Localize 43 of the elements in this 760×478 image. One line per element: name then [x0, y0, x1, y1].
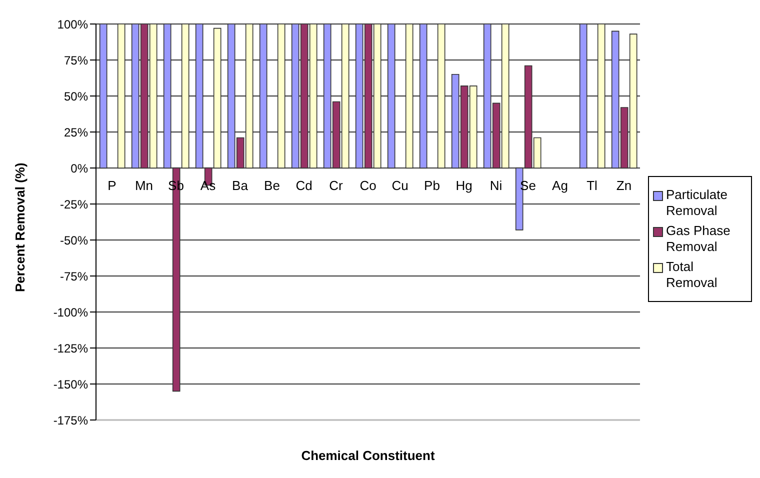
x-tick-label: Be — [264, 178, 280, 193]
bar — [387, 24, 396, 168]
bar — [437, 24, 446, 168]
y-tick-label: -175% — [53, 413, 88, 428]
x-tick-label: Sb — [168, 178, 184, 193]
y-tick-label: -75% — [60, 269, 88, 284]
x-tick-label: Cu — [392, 178, 408, 193]
bar — [597, 24, 606, 168]
y-tick-label: -25% — [60, 197, 88, 212]
x-tick-label: Co — [360, 178, 376, 193]
y-axis-title: Percent Removal (%) — [12, 162, 28, 292]
y-tick-label: 0% — [70, 161, 88, 176]
x-tick-label: As — [200, 178, 216, 193]
legend-label: Total Removal — [666, 259, 718, 291]
y-tick-label: 100% — [57, 17, 88, 32]
x-tick-label: P — [108, 178, 116, 193]
y-tick-label: 50% — [64, 89, 88, 104]
y-tick-label: -50% — [60, 233, 88, 248]
x-tick-label: Mn — [134, 178, 154, 193]
bar — [419, 24, 428, 168]
x-axis-title: Chemical Constituent — [301, 448, 436, 463]
bar — [405, 24, 414, 168]
x-tick-label: Ag — [552, 178, 568, 193]
y-tick-label: 25% — [64, 125, 88, 140]
x-tick-label: Zn — [616, 178, 632, 193]
x-tick-label: Cd — [296, 178, 312, 193]
x-tick-label: Hg — [456, 178, 472, 193]
y-tick-label: -100% — [53, 305, 88, 320]
bar — [277, 24, 286, 168]
x-tick-label: Tl — [586, 178, 598, 193]
x-tick-label: Ba — [232, 178, 249, 193]
legend-label: Particulate Removal — [666, 187, 728, 219]
x-tick-label: Ni — [490, 178, 502, 193]
bar — [117, 24, 126, 168]
bar — [579, 24, 588, 168]
bar — [259, 24, 268, 168]
bar — [99, 24, 108, 168]
y-tick-label: -150% — [53, 377, 88, 392]
y-tick-label: 75% — [64, 53, 88, 68]
legend-label: Gas Phase Removal — [666, 223, 732, 255]
y-tick-label: -125% — [53, 341, 88, 356]
x-tick-label: Cr — [329, 178, 344, 193]
x-tick-label: Pb — [424, 178, 440, 193]
